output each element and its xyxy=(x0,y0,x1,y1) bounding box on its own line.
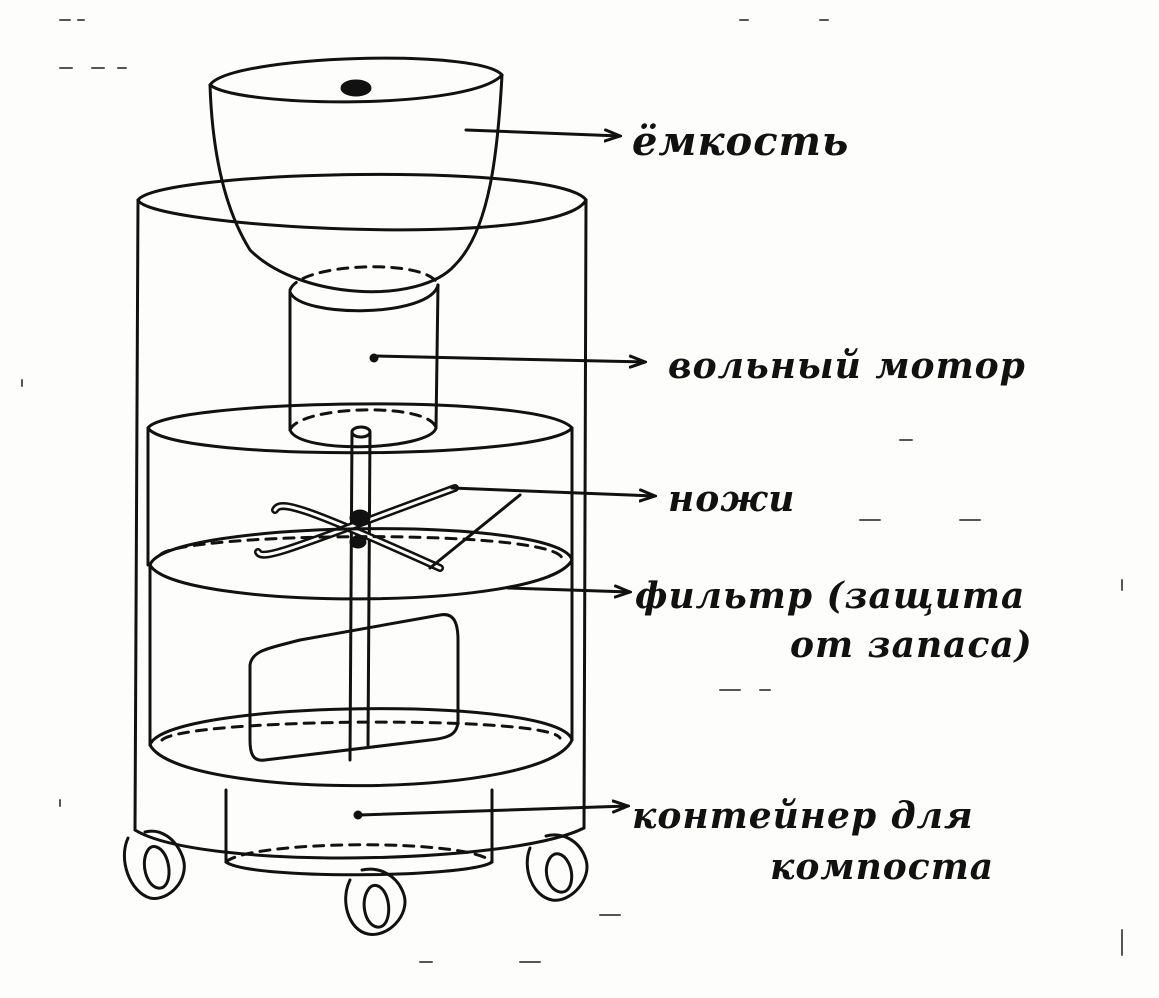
arrow-motor xyxy=(374,354,645,362)
label-motor: вольный мотор xyxy=(668,345,1026,387)
lower-chamber xyxy=(148,558,574,788)
label-filter-line1: фильтр (защита xyxy=(635,575,1026,617)
shaft xyxy=(348,425,372,762)
label-bin-line1: контейнер для xyxy=(632,795,974,837)
scan-specks xyxy=(21,19,1123,963)
compost-bin xyxy=(224,788,494,877)
label-knives: ножи xyxy=(668,478,796,520)
label-filter-line2: от запаса) xyxy=(790,624,1033,666)
arrow-container xyxy=(464,130,620,136)
wheel-left-icon xyxy=(122,829,186,900)
arrow-knives xyxy=(450,486,655,496)
wheel-center-icon xyxy=(344,867,407,936)
filter-disc xyxy=(148,527,574,601)
leader-arrows xyxy=(358,130,655,817)
label-container: ёмкость xyxy=(632,118,850,165)
knives xyxy=(254,484,459,572)
wheel-right-icon xyxy=(525,833,589,902)
arrow-knives-branch xyxy=(428,493,522,570)
arrow-filter xyxy=(506,588,630,592)
top-bowl xyxy=(208,56,504,294)
paddle xyxy=(248,613,460,762)
arrow-bin xyxy=(358,806,628,817)
bowl-hole-icon xyxy=(340,79,372,97)
label-bin-line2: компоста xyxy=(770,846,995,888)
